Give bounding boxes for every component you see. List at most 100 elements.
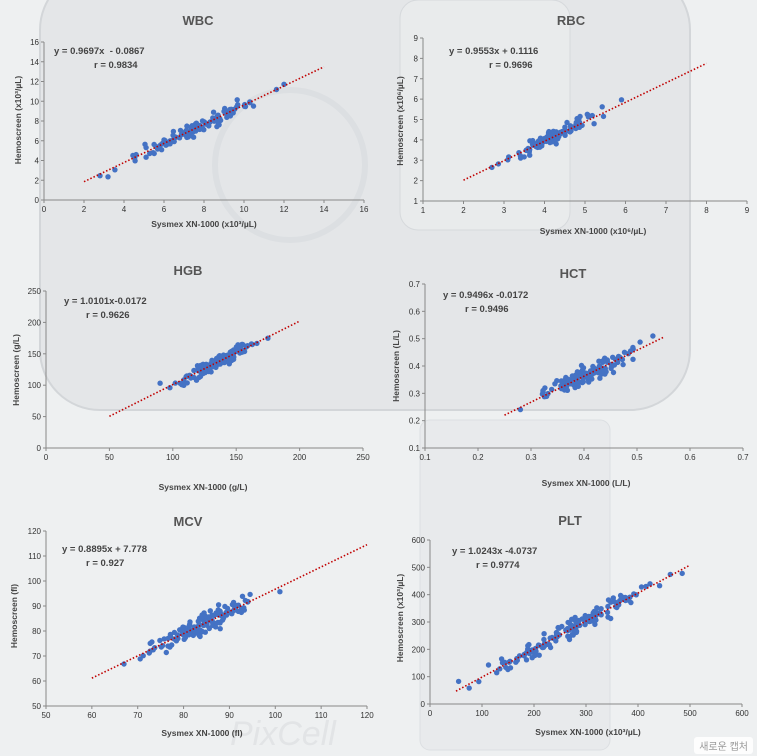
data-point: [277, 589, 283, 595]
x-tick-label: 14: [320, 205, 329, 214]
correlation-r: r = 0.9626: [86, 310, 130, 321]
correlation-r: r = 0.9496: [465, 304, 509, 315]
x-axis-label: Sysmex XN-1000 (L/L): [541, 478, 631, 488]
x-tick-label: 4: [542, 206, 547, 215]
data-point: [608, 365, 614, 372]
regression-equation: y = 0.8895x + 7.778: [62, 544, 148, 555]
x-axis-label: Sysmex XN-1000 (g/L): [158, 482, 248, 492]
data-point: [569, 631, 575, 638]
y-tick-label: 6: [414, 95, 419, 104]
regression-equation: y = 1.0243x -4.0737: [452, 546, 538, 557]
data-point: [541, 636, 547, 643]
data-point: [224, 605, 231, 612]
plot-area: 1 2 3 4 5 6 7 8 9 1 2 3 4 5 6 7 8 9: [414, 34, 750, 215]
data-point: [250, 103, 257, 109]
y-tick-label: 2: [35, 176, 40, 185]
data-point: [630, 356, 636, 362]
x-tick-label: 2: [82, 205, 87, 214]
data-point: [498, 656, 505, 662]
y-tick-label: 7: [414, 75, 419, 84]
data-point: [476, 678, 482, 685]
y-tick-label: 12: [30, 78, 39, 87]
data-point: [161, 137, 167, 143]
chart-panel-hgb: 0 50 100 150 200 250 0 50 100 150 200 250 HGB y = 1…: [0, 250, 378, 498]
x-tick-label: 0.1: [419, 453, 431, 462]
x-tick-label: 6: [623, 206, 628, 215]
regression-line: [455, 564, 691, 692]
chart-panel-hct: 0.1 0.2 0.3 0.4 0.5 0.6 0.7 0.1 0.2 0.3 0.4 0.5 0.6 0…: [378, 250, 757, 498]
data-point: [254, 340, 260, 347]
data-point: [556, 625, 562, 631]
data-point: [157, 637, 163, 644]
data-point: [593, 617, 599, 623]
data-point: [553, 141, 559, 147]
x-tick-label: 200: [293, 453, 307, 462]
x-tick-label: 0.5: [631, 453, 643, 462]
data-point: [273, 86, 280, 93]
x-axis-label: Sysmex XN-1000 (x10⁶/µL): [539, 226, 647, 236]
y-tick-label: 400: [412, 591, 426, 600]
x-tick-label: 100: [269, 711, 283, 720]
y-tick-label: 600: [412, 536, 426, 545]
x-tick-label: 16: [360, 205, 369, 214]
x-axis-label: Sysmex XN-1000 (fl): [161, 728, 243, 738]
y-tick-label: 0.3: [409, 389, 421, 398]
y-tick-label: 200: [412, 645, 426, 654]
x-tick-label: 8: [704, 206, 709, 215]
y-tick-label: 8: [35, 117, 40, 126]
data-point: [485, 662, 492, 668]
x-tick-label: 0.6: [684, 453, 696, 462]
y-tick-label: 50: [32, 413, 41, 422]
y-tick-label: 0.7: [409, 280, 421, 289]
correlation-r: r = 0.9834: [94, 60, 138, 71]
chart-panel-rbc: 1 2 3 4 5 6 7 8 9 1 2 3 4 5 6 7 8 9 RBC y = 0.9553x + 0.1…: [378, 0, 757, 250]
data-point: [230, 599, 237, 606]
data-point: [158, 147, 165, 153]
device-label-bg-text: PixCell: [230, 715, 337, 753]
y-tick-label: 4: [414, 136, 419, 145]
data-point: [577, 113, 583, 120]
data-point: [193, 377, 200, 383]
data-point: [143, 154, 149, 160]
correlation-r: r = 0.927: [86, 558, 125, 569]
data-point: [564, 119, 570, 126]
y-tick-label: 14: [30, 58, 39, 67]
chart-panel-mcv: 50 60 70 80 90 100 110 120 50 60 70 80 90 100 110 120 M…: [0, 498, 378, 756]
y-tick-label: 120: [28, 527, 42, 536]
x-tick-label: 150: [230, 453, 244, 462]
y-tick-label: 0.1: [409, 444, 421, 453]
data-point: [171, 629, 178, 636]
y-tick-label: 1: [414, 197, 419, 206]
y-tick-label: 0: [37, 444, 42, 453]
data-point: [526, 641, 532, 648]
data-point: [235, 102, 241, 108]
data-point: [239, 593, 246, 599]
y-tick-label: 100: [412, 673, 426, 682]
regression-equation: y = 0.9697x - 0.0867: [54, 46, 145, 57]
data-point: [188, 375, 194, 381]
data-point: [225, 352, 232, 358]
x-tick-label: 4: [122, 205, 127, 214]
data-points: [517, 333, 656, 413]
y-tick-label: 500: [412, 563, 426, 572]
y-tick-label: 200: [28, 318, 42, 327]
data-point: [561, 378, 567, 385]
regression-equation: y = 0.9496x -0.0172: [443, 290, 529, 301]
y-tick-label: 110: [28, 552, 41, 561]
data-point: [158, 644, 164, 650]
x-tick-label: 0: [42, 205, 47, 214]
data-point: [620, 361, 626, 368]
data-point: [585, 112, 592, 119]
x-tick-label: 3: [502, 206, 507, 215]
data-point: [241, 607, 247, 613]
y-tick-label: 0.4: [409, 362, 421, 371]
y-axis-label: Hemoscreen (fl): [9, 583, 19, 649]
data-point: [600, 113, 607, 120]
chart-panel-plt: 0 100 200 300 400 500 600 0 100 200 300 400 500 600 P…: [378, 498, 757, 756]
y-tick-label: 6: [35, 137, 40, 146]
data-point: [455, 678, 462, 685]
x-tick-label: 100: [166, 453, 180, 462]
x-tick-label: 300: [579, 709, 593, 718]
data-point: [558, 386, 565, 392]
